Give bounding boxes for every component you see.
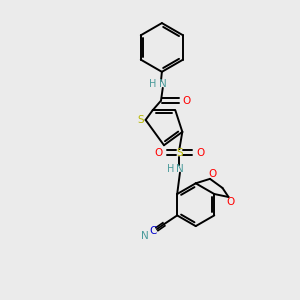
Text: O: O (182, 96, 190, 106)
Text: N: N (176, 164, 184, 174)
Text: S: S (137, 115, 144, 125)
Text: O: O (196, 148, 204, 158)
Text: N: N (159, 79, 167, 89)
Text: O: O (227, 197, 235, 207)
Text: C: C (149, 226, 157, 236)
Text: N: N (141, 231, 148, 241)
Text: O: O (208, 169, 217, 179)
Text: O: O (154, 148, 163, 158)
Text: H: H (167, 164, 175, 174)
Text: H: H (149, 79, 157, 89)
Text: S: S (176, 148, 183, 158)
